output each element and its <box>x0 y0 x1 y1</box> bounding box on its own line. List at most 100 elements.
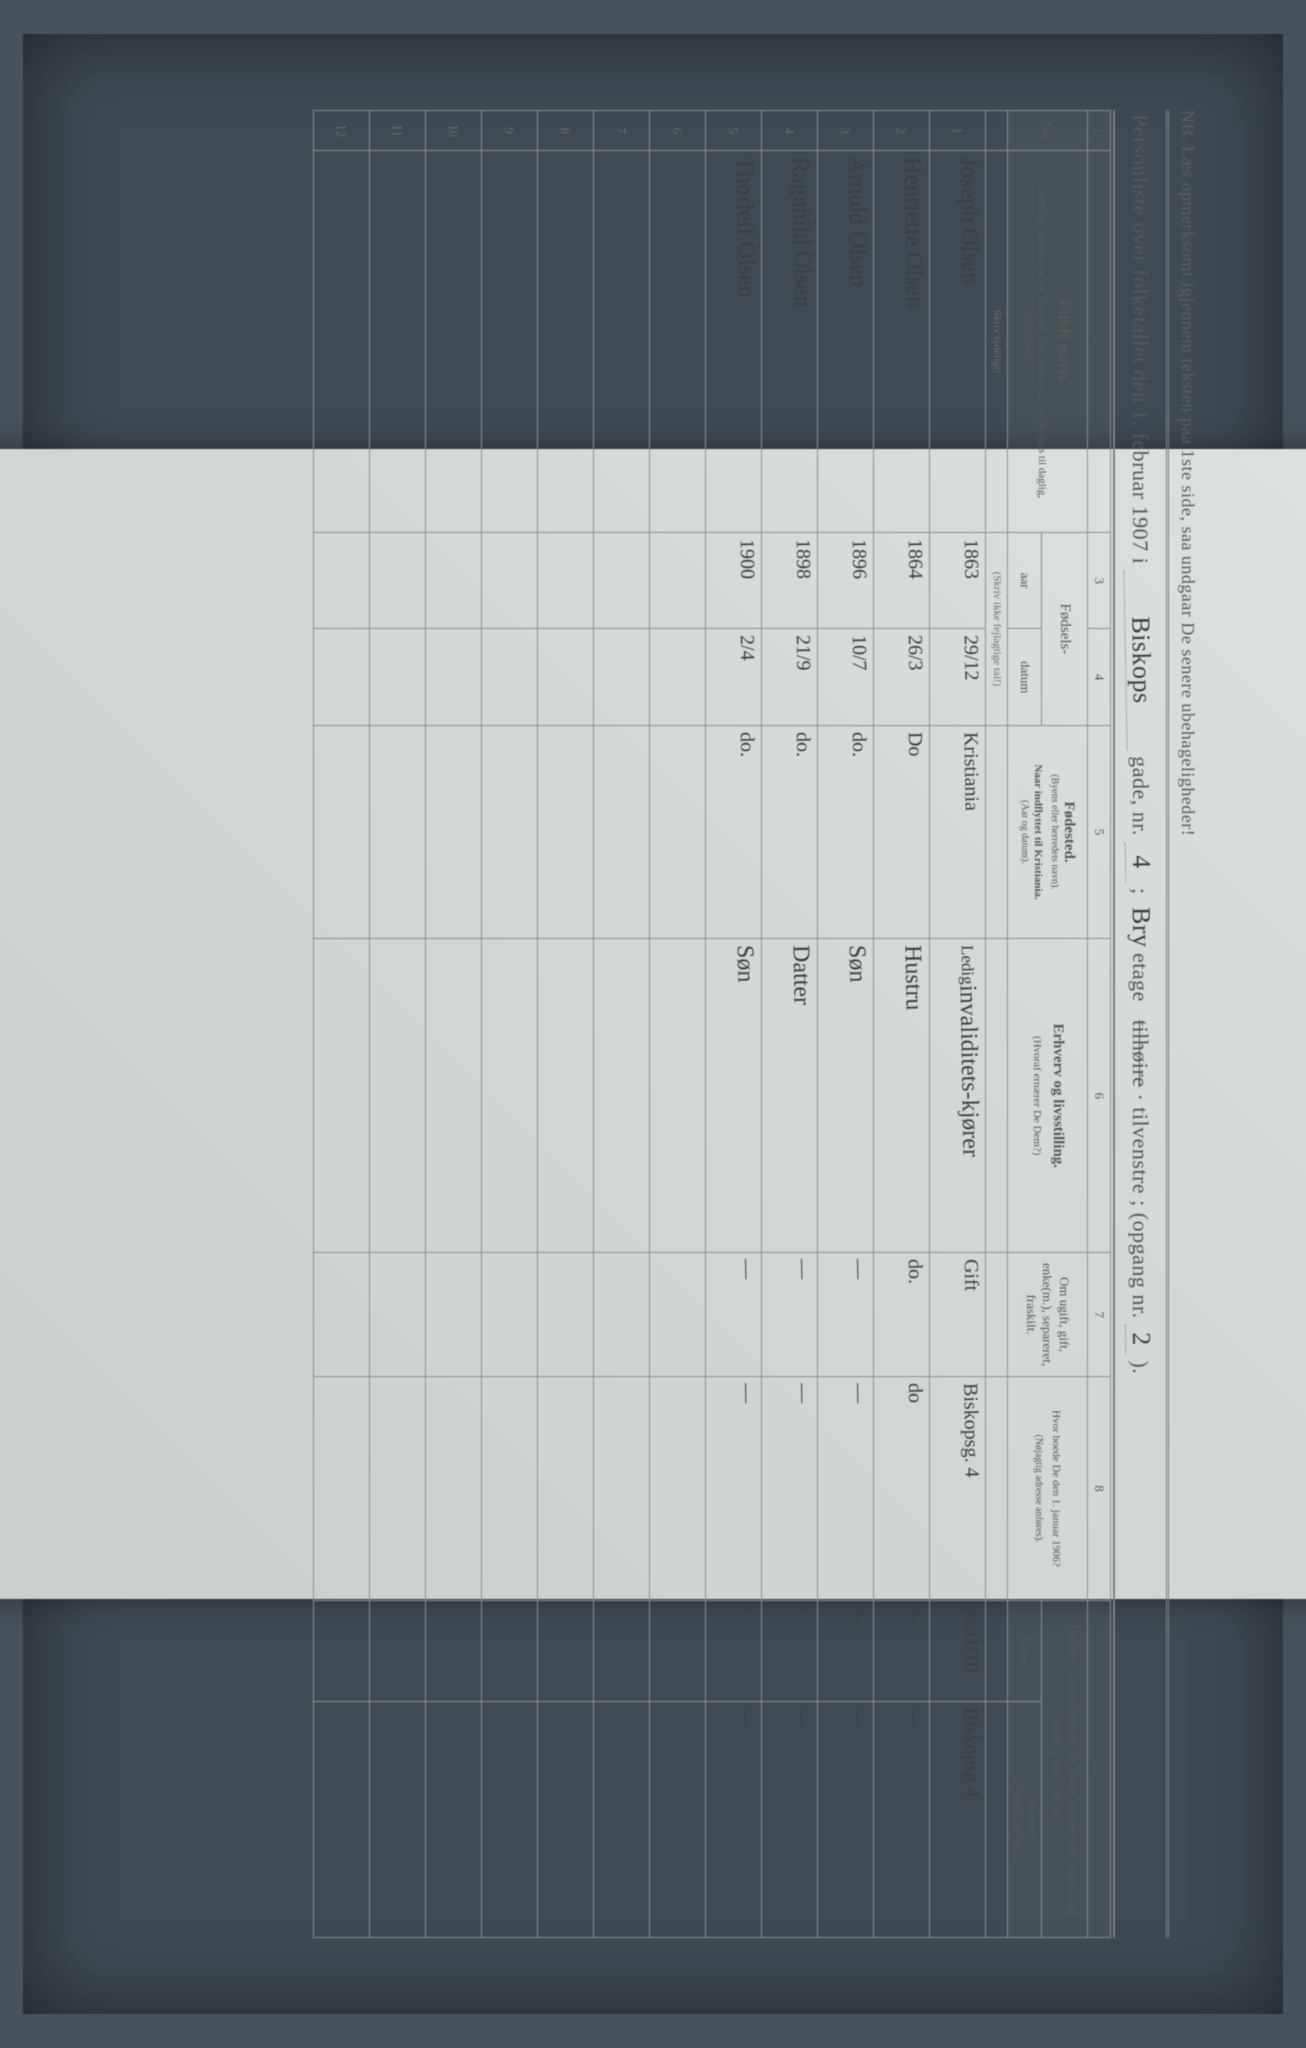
col-birthplace-title: Fødested. <box>1060 734 1077 930</box>
col-addr1906: Hvor boede De den 1. januar 1906? (Nøjag… <box>1007 1376 1087 1600</box>
cell-addr1906 <box>481 1376 537 1600</box>
cell-status <box>481 1253 537 1376</box>
cell-status <box>313 1253 369 1376</box>
cell-addr1906: — <box>817 1376 873 1600</box>
cell-move-from: — <box>817 1702 873 1938</box>
colnum-4: 4 <box>1088 629 1111 726</box>
cell-birthplace <box>593 725 649 938</box>
cell-addr1906 <box>537 1376 593 1600</box>
opgang-close: ). <box>1128 1360 1153 1374</box>
cell-move-from <box>481 1702 537 1938</box>
cell-occupation <box>537 939 593 1253</box>
cell-move-date <box>425 1601 481 1702</box>
etage-print: etage <box>1128 953 1153 1002</box>
col-name-title: Fuldt navn. <box>1054 165 1074 518</box>
col-status: Om ugift, gift, enke(m.), separeret, fra… <box>1007 1253 1087 1376</box>
col-move-from-t: Hvorfra? <box>1024 1706 1038 1933</box>
cell-date: 10/7 <box>817 629 873 726</box>
cell-status: do. <box>873 1253 929 1376</box>
opgang-hand: 2 <box>1125 1324 1157 1355</box>
col-birthplace-sub2: Naar indflyttet til Kristiania. <box>1030 734 1044 930</box>
col-addr1906-title: Hvor boede De den 1. januar 1906? <box>1049 1385 1063 1592</box>
cell-date <box>481 629 537 726</box>
opgang-label: ; (opgang nr. <box>1128 1200 1153 1318</box>
cell-date <box>537 629 593 726</box>
cell-move-date: - <box>761 1601 817 1702</box>
cell-year <box>425 532 481 629</box>
cell-addr1906: — <box>705 1376 761 1600</box>
cell-addr1906 <box>649 1376 705 1600</box>
page-content: NB. Læs opmerksomt igjennem teksten paa … <box>108 110 1198 1938</box>
col-birth: Fødsels- <box>1042 532 1088 725</box>
cell-name: Thorleif Olsen <box>705 151 761 533</box>
cell-move-from <box>649 1702 705 1938</box>
col-birthplace-sub3: (Aar og datum). <box>1018 734 1030 930</box>
table-row: 10 <box>425 111 481 1938</box>
colnum-6: 6 <box>1088 939 1111 1253</box>
cell-move-date: 19041/10 <box>929 1601 985 1702</box>
cell-status <box>369 1253 425 1376</box>
colnum-5: 5 <box>1088 725 1111 938</box>
table-row: 4Ragnhild Olsen189821/9do.Datter——-— <box>761 111 817 1938</box>
cell-move-date <box>593 1601 649 1702</box>
cell-occupation: Lediginvaliditets-kjører <box>929 939 985 1253</box>
table-row: 7 <box>593 111 649 1938</box>
cell-move-date <box>537 1601 593 1702</box>
col-name: Fuldt navn. (Samtlige døbenavne og tilna… <box>1007 151 1087 533</box>
cell-name: Arnold Olsen <box>817 151 873 533</box>
gade-label: gade, nr. <box>1128 756 1153 836</box>
cell-name: Joseph Olsen <box>929 151 985 533</box>
cell-move-date <box>481 1601 537 1702</box>
cell-year <box>481 532 537 629</box>
cell-status <box>593 1253 649 1376</box>
cell-year <box>369 532 425 629</box>
cell-occupation <box>481 939 537 1253</box>
cell-status <box>649 1253 705 1376</box>
side-strikethrough: tilhøire <box>1128 1020 1153 1088</box>
col-name-sub: (Samtlige døbenavne og tilnavne. Det døb… <box>1021 165 1049 518</box>
cell-addr1906: Biskopsg. 4 <box>929 1376 985 1600</box>
cell-status <box>537 1253 593 1376</box>
col-date: datum <box>1007 629 1042 726</box>
table-row: 6 <box>649 111 705 1938</box>
cell-status: — <box>761 1253 817 1376</box>
cell-occupation <box>425 939 481 1253</box>
table-row: 9 <box>481 111 537 1938</box>
cell-no: 1 <box>929 111 985 151</box>
cell-occupation <box>313 939 369 1253</box>
table-header: 1 2 3 4 5 6 7 8 9 No. Fuldt navn. <box>985 111 1110 1938</box>
table-row: 12 <box>313 111 369 1938</box>
cell-occupation: Datter <box>761 939 817 1253</box>
cell-occupation <box>369 939 425 1253</box>
table-row: 2Henriette Olsen186426/3DoHustrudo.do—— <box>873 111 929 1938</box>
cell-occupation: Hustru <box>873 939 929 1253</box>
cell-addr1906: — <box>761 1376 817 1600</box>
etage-hand: Bry <box>1126 900 1157 953</box>
cell-occupation <box>593 939 649 1253</box>
cell-birthplace <box>649 725 705 938</box>
cell-move-date <box>313 1601 369 1702</box>
cell-addr1906 <box>313 1376 369 1600</box>
instr-birth: (Skriv ikke fejlagtige tal!) <box>985 532 1007 725</box>
cell-move-from <box>369 1702 425 1938</box>
colnum-8: 8 <box>1088 1376 1111 1600</box>
cell-no: 2 <box>873 111 929 151</box>
col-movedate: Hvilken dato tilflyttede De Deres nuvære… <box>1042 1601 1088 1938</box>
cell-birthplace: Do <box>873 725 929 938</box>
cell-occupation <box>649 939 705 1253</box>
cell-date <box>313 629 369 726</box>
census-table: 1 2 3 4 5 6 7 8 9 No. Fuldt navn. <box>313 110 1111 1938</box>
column-number-row: 1 2 3 4 5 6 7 8 9 <box>1088 111 1111 1938</box>
cell-no: 5 <box>705 111 761 151</box>
etage-sep: ; <box>1128 888 1153 895</box>
col-addr1906-sub: (Nøjagtig adresse anføres). <box>1033 1385 1045 1592</box>
title-prefix: Personliste over folketallet den 1. febr… <box>1128 114 1153 564</box>
cell-no: 12 <box>313 111 369 151</box>
cell-year: 1898 <box>761 532 817 629</box>
cell-move-date <box>369 1601 425 1702</box>
cell-name: Henriette Olsen <box>873 151 929 533</box>
cell-birthplace <box>369 725 425 938</box>
cell-name: Ragnhild Olsen <box>761 151 817 533</box>
col-occupation: Erhverv og livsstilling. (Hvoraf ernærer… <box>1007 939 1087 1253</box>
cell-birthplace: do. <box>817 725 873 938</box>
